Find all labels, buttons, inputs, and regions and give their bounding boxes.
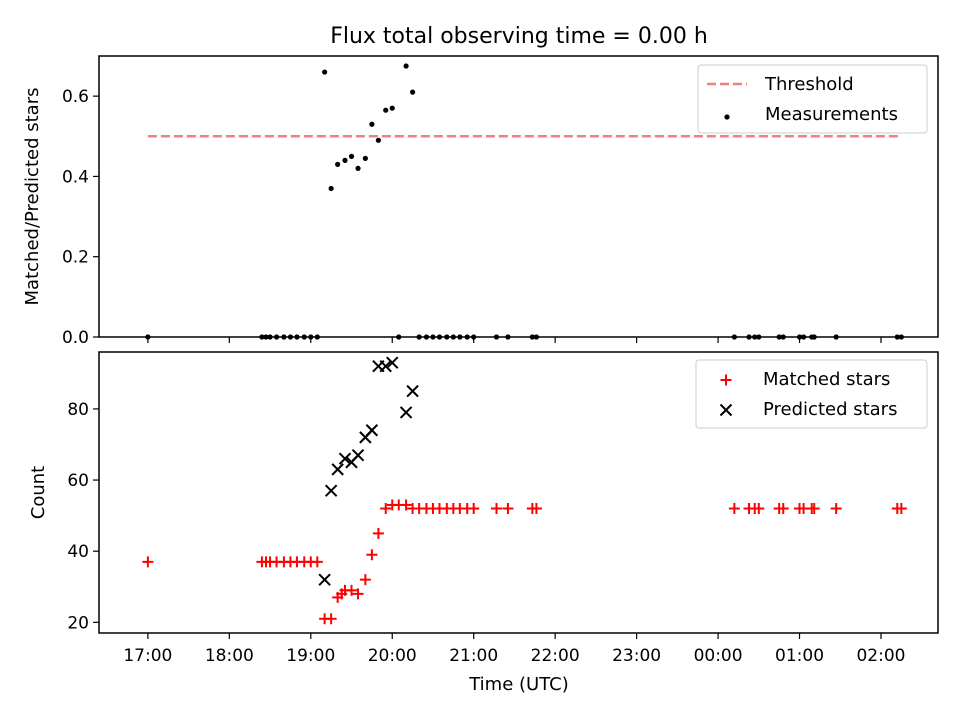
figure-title: Flux total observing time = 0.00 h xyxy=(330,24,708,49)
bottom-plot-marks xyxy=(142,356,907,625)
bottom-ticks: 20 40 60 80 17:00 18:00 19:00 20:00 21:00 22:00 23… xyxy=(67,400,905,666)
y-tick-label: 0.4 xyxy=(62,167,89,187)
matched-stars-point xyxy=(372,527,384,539)
measurement-point xyxy=(383,107,389,113)
measurement-point xyxy=(355,165,361,171)
threshold-legend-label: Threshold xyxy=(764,74,854,95)
matched-stars-point xyxy=(895,503,907,515)
predicted-stars-point xyxy=(351,448,365,462)
matched-stars-point xyxy=(728,503,740,515)
x-tick-label: 00:00 xyxy=(694,646,743,666)
bottom-legend: Matched stars Predicted stars xyxy=(695,359,928,429)
measurement-point xyxy=(342,157,348,163)
bottom-axes-frame xyxy=(98,351,939,634)
predicted-stars-point-b xyxy=(399,406,413,419)
predicted-stars-point xyxy=(386,356,399,369)
x-tick-label: 02:00 xyxy=(856,646,905,666)
measurement-point xyxy=(322,69,328,75)
matched-stars-point xyxy=(530,503,542,515)
predicted-stars-point xyxy=(365,424,379,437)
matched-stars-point xyxy=(491,503,503,515)
top-axes-frame xyxy=(98,55,939,338)
measurement-point xyxy=(335,161,341,167)
measurement-point xyxy=(410,89,416,95)
measurements-legend-swatch xyxy=(724,114,730,120)
predicted-stars-point xyxy=(338,452,352,465)
y-tick-label: 20 xyxy=(67,613,89,633)
measurement-point xyxy=(328,185,334,192)
measurement-point xyxy=(362,155,368,161)
top-ticks: 0.0 0.2 0.4 0.6 xyxy=(62,87,882,348)
matched-stars-point xyxy=(142,556,154,568)
top-legend: Threshold Measurements xyxy=(697,64,928,134)
matched-stars-point xyxy=(352,588,364,600)
predicted-stars-point xyxy=(379,360,392,373)
bottom-axes: 20 40 60 80 17:00 18:00 19:00 20:00 21:00 22:00 23… xyxy=(28,351,939,695)
predicted-stars-point xyxy=(324,484,338,497)
y-tick-label: 0.0 xyxy=(62,328,89,348)
matched-stars-point xyxy=(359,574,371,586)
predicted-stars-point-b xyxy=(331,463,344,476)
predicted-stars-point-b xyxy=(318,573,331,586)
x-tick-label: 01:00 xyxy=(775,646,824,666)
predicted-stars-point xyxy=(331,463,344,476)
predicted-stars-legend-marker xyxy=(719,403,733,417)
predicted-stars-point xyxy=(318,573,331,586)
measurement-point xyxy=(403,63,409,69)
x-tick-label: 22:00 xyxy=(531,646,580,666)
predicted-stars-point xyxy=(406,384,419,398)
top-axes: 0.0 0.2 0.4 0.6 Matched/Predicted stars Thr… xyxy=(22,55,939,348)
y-tick-label: 0.6 xyxy=(62,87,89,107)
predicted-stars-legend-marker-b xyxy=(719,403,733,417)
predicted-stars-point xyxy=(399,406,413,419)
x-tick-label: 19:00 xyxy=(286,646,335,666)
matched-stars-legend-swatch xyxy=(720,374,732,386)
measurement-point xyxy=(348,153,355,159)
matched-stars-point xyxy=(830,503,842,515)
measurements-legend-label: Measurements xyxy=(765,104,898,125)
matched-stars-legend-label: Matched stars xyxy=(763,369,890,390)
matched-stars-legend-marker xyxy=(720,374,732,386)
predicted-stars-point-b xyxy=(365,424,379,437)
matched-stars-point xyxy=(366,549,378,561)
y-tick-label: 80 xyxy=(67,400,89,420)
matched-stars-point xyxy=(502,503,514,515)
predicted-stars-point-b xyxy=(379,360,392,373)
y-tick-label: 40 xyxy=(67,542,89,562)
x-tick-label: 21:00 xyxy=(449,646,498,666)
predicted-stars-point-b xyxy=(324,484,338,497)
measurement-point xyxy=(375,137,381,143)
matched-stars-point xyxy=(311,556,323,568)
x-tick-label: 20:00 xyxy=(368,646,417,666)
measurement-point xyxy=(389,105,395,111)
matched-stars-point xyxy=(777,503,789,515)
x-tick-label: 23:00 xyxy=(612,646,661,666)
y-tick-label: 0.2 xyxy=(62,248,89,268)
predicted-stars-point-b xyxy=(338,452,352,465)
x-tick-label: 18:00 xyxy=(205,646,254,666)
x-tick-label: 17:00 xyxy=(123,646,172,666)
matched-stars-point xyxy=(753,503,765,515)
top-legend-box xyxy=(697,64,928,134)
matched-stars-point xyxy=(380,503,392,515)
predicted-stars-point-b xyxy=(386,356,399,369)
matched-stars-point xyxy=(400,499,412,511)
x-axis-label: Time (UTC) xyxy=(468,674,569,695)
bottom-y-axis-label: Count xyxy=(28,466,49,519)
predicted-stars-legend-label: Predicted stars xyxy=(763,399,897,420)
measurement-point xyxy=(369,121,375,127)
predicted-stars-point-b xyxy=(351,448,365,462)
bottom-legend-box xyxy=(695,359,928,429)
y-tick-label: 60 xyxy=(67,471,89,491)
matched-stars-point xyxy=(346,584,358,596)
matched-stars-point xyxy=(468,503,480,515)
predicted-stars-point-b xyxy=(406,384,419,398)
matched-stars-point xyxy=(808,503,820,515)
predicted-stars-legend-swatch xyxy=(719,403,733,417)
matched-stars-point xyxy=(325,613,337,625)
top-y-axis-label: Matched/Predicted stars xyxy=(22,88,43,306)
